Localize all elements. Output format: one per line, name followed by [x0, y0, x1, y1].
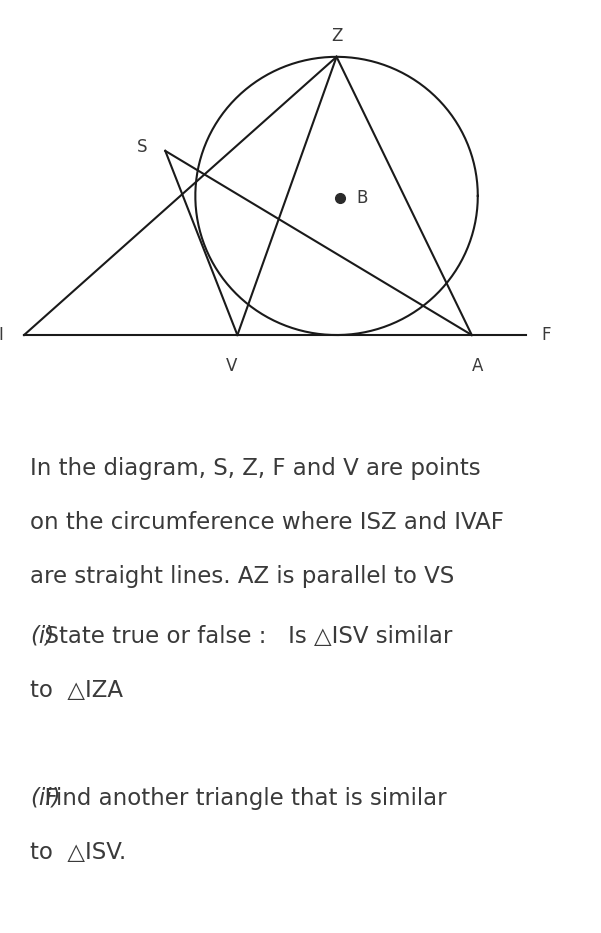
- Text: In the diagram, S, Z, F and V are points: In the diagram, S, Z, F and V are points: [30, 457, 481, 480]
- Text: S: S: [137, 138, 147, 156]
- Text: B: B: [356, 188, 368, 207]
- Text: (i): (i): [30, 624, 54, 648]
- Text: F: F: [541, 326, 551, 344]
- Text: on the circumference where ISZ and IVAF: on the circumference where ISZ and IVAF: [30, 511, 504, 534]
- Text: State true or false :   Is △ISV similar: State true or false : Is △ISV similar: [30, 624, 453, 648]
- Text: V: V: [226, 356, 237, 374]
- Text: I: I: [0, 326, 3, 344]
- Text: (ii): (ii): [30, 787, 61, 810]
- Text: A: A: [472, 356, 483, 374]
- Text: Find another triangle that is similar: Find another triangle that is similar: [30, 787, 447, 810]
- Text: Z: Z: [331, 27, 342, 45]
- Text: are straight lines. AZ is parallel to VS: are straight lines. AZ is parallel to VS: [30, 565, 454, 588]
- Text: to  △IZA: to △IZA: [30, 678, 123, 702]
- Text: to  △ISV.: to △ISV.: [30, 841, 126, 864]
